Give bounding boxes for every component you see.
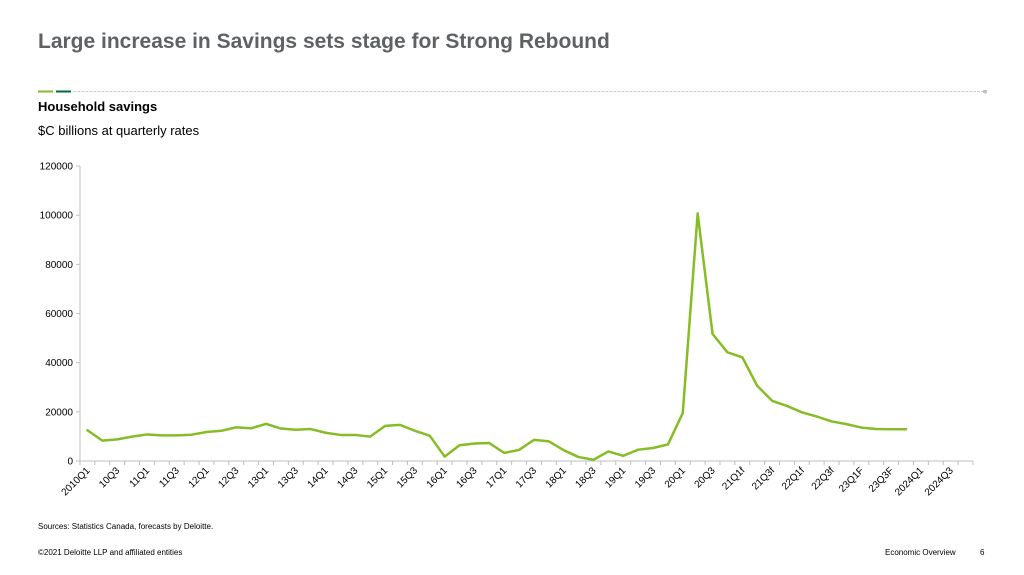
x-tick-label: 16Q3 (454, 465, 479, 490)
x-tick-label: 12Q3 (216, 465, 241, 490)
y-tick-label: 40000 (45, 358, 73, 369)
y-tick-label: 0 (67, 457, 73, 468)
x-tick-label: 2010Q1 (60, 465, 93, 498)
x-tick-label: 16Q1 (425, 465, 450, 490)
x-tick-label: 22Q3f (810, 465, 837, 492)
x-tick-label: 23Q1F (837, 465, 866, 494)
y-tick-label: 20000 (45, 407, 73, 418)
chart-subtitle: $C billions at quarterly rates (38, 123, 200, 138)
x-tick-label: 21Q1f (720, 465, 747, 492)
x-tick-label: 22Q1f (780, 465, 807, 492)
series-line-household-savings (86, 212, 908, 462)
x-tick-label: 11Q3 (157, 465, 182, 490)
x-tick-label: 15Q3 (395, 465, 420, 490)
x-tick-label: 18Q1 (544, 465, 569, 490)
x-tick-label: 2024Q3 (923, 465, 956, 498)
x-tick-label: 13Q3 (276, 465, 301, 490)
x-tick-label: 17Q1 (484, 465, 509, 490)
y-tick-label: 120000 (40, 162, 74, 173)
sources-note: Sources: Statistics Canada, forecasts by… (38, 522, 214, 531)
x-tick-label: 17Q3 (514, 465, 539, 490)
x-tick-label: 12Q1 (187, 465, 212, 490)
x-tick-label: 19Q3 (633, 465, 658, 490)
page-number: 6 (980, 548, 985, 557)
x-tick-label: 13Q1 (246, 465, 271, 490)
x-tick-label: 14Q1 (306, 465, 331, 490)
x-tick-label: 10Q3 (97, 465, 122, 490)
x-tick-label: 19Q1 (603, 465, 628, 490)
divider-end-dot (983, 90, 987, 94)
title-divider (38, 90, 987, 94)
x-tick-label: 23Q3F (867, 465, 896, 494)
y-tick-label: 100000 (40, 211, 74, 222)
y-tick-label: 80000 (45, 260, 73, 271)
x-tick-label: 20Q3 (693, 465, 718, 490)
x-tick-label: 20Q1 (663, 465, 688, 490)
copyright: ©2021 Deloitte LLP and affiliated entiti… (38, 548, 183, 557)
x-tick-label: 2024Q1 (893, 465, 926, 498)
slide-title: Large increase in Savings sets stage for… (38, 30, 610, 53)
x-tick-label: 15Q1 (365, 465, 390, 490)
x-tick-label: 21Q3f (750, 465, 777, 492)
x-tick-label: 14Q3 (335, 465, 360, 490)
x-tick-label: 18Q3 (574, 465, 599, 490)
x-tick-label: 11Q1 (128, 465, 153, 490)
chart-title: Household savings (38, 99, 158, 114)
y-tick-label: 60000 (45, 309, 73, 320)
footer-section-name: Economic Overview (885, 548, 956, 557)
